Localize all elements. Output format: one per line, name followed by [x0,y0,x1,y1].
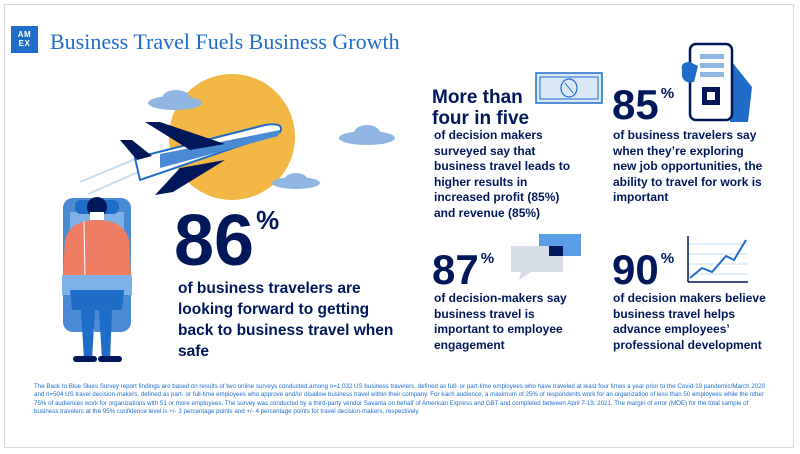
stat-five-text: of decision makers surveyed say that bus… [434,128,571,220]
infographic-frame [4,4,794,448]
growth-chart-icon [687,236,748,283]
logo-text-top: AM [17,30,32,39]
cloud-icon [339,125,395,145]
stat-85-number: 85% [612,84,674,126]
survey-footnote: The Back to Blue Skies Survey report fin… [34,383,766,416]
stat-85-value: 85 [612,81,659,128]
cloud-icon [272,173,320,189]
cloud-icon [148,90,202,110]
money-bill-icon [535,72,603,104]
stat-90-number: 90% [612,249,674,291]
stat-87-value: 87 [432,246,479,293]
stat-90-text: of decision makers believe business trav… [613,291,766,352]
stat-five-headline: More than four in five [432,87,529,129]
smartphone-icon [681,42,752,122]
stat-five-headline-1: More than [432,87,523,108]
stat-87-text: of decision-makers say business travel i… [434,291,567,352]
page-title: Business Travel Fuels Business Growth [50,29,400,54]
travel-illustration [62,74,395,362]
stat-87-number: 87% [432,249,494,291]
percent-sign: % [256,206,280,235]
percent-sign: % [660,250,675,268]
stat-five-headline-2: four in five [432,108,530,129]
stat-86-number: 86% [174,205,279,277]
logo-text-bottom: EX [18,39,31,48]
stat-90-value: 90 [612,246,659,293]
percent-sign: % [480,250,495,268]
amex-logo[interactable]: AM EX [11,26,38,53]
stat-86-text: of business travelers are looking forwar… [178,280,394,360]
percent-sign: % [660,85,675,103]
traveler-icon [62,197,132,362]
stat-86-value: 86 [174,201,255,281]
chat-bubble-icon [511,234,581,280]
airplane-icon [79,122,282,195]
stat-85-text: of business travelers say when they’re e… [613,128,763,204]
